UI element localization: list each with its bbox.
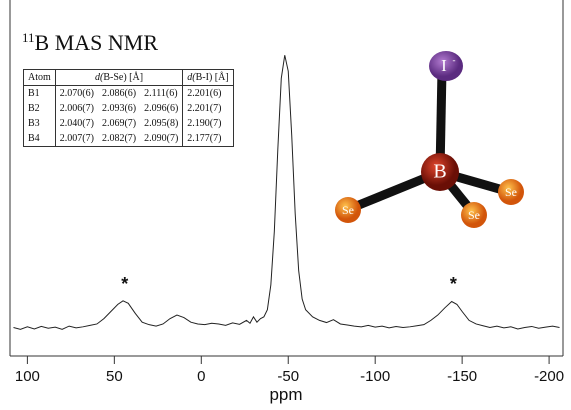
x-tick-label: -50: [277, 368, 299, 385]
table-cell: B3: [24, 116, 56, 131]
figure: 11B MAS NMR ppm I - B Se Se Se 100 50 0 -50…: [0, 0, 571, 410]
table-cell: 2.177(7): [183, 131, 233, 147]
chart: 11B MAS NMR ppm I - B Se Se Se 100 50 0 -50…: [0, 0, 571, 410]
atom-label: B: [433, 161, 446, 183]
table-cell: 2.082(7): [98, 131, 140, 147]
table-cell: 2.070(6): [55, 86, 98, 102]
annotation: *: [450, 274, 457, 294]
table-cell: 2.007(7): [55, 131, 98, 147]
table-cell: B4: [24, 131, 56, 147]
x-tick-label: 50: [106, 368, 123, 385]
table-cell: 2.201(7): [183, 101, 233, 116]
table-header: Atom: [24, 70, 56, 86]
table-cell: 2.086(6): [98, 86, 140, 102]
x-tick-label: -100: [360, 368, 390, 385]
atom-label: Se: [505, 185, 517, 199]
atom-label: Se: [468, 208, 480, 222]
table-cell: 2.096(6): [140, 101, 183, 116]
table-cell: 2.095(8): [140, 116, 183, 131]
atom-charge: -: [453, 55, 456, 65]
x-tick-label: 100: [15, 368, 40, 385]
chart-title: 11B MAS NMR: [22, 30, 158, 55]
table-cell: 2.090(7): [140, 131, 183, 147]
table-cell: 2.111(6): [140, 86, 183, 102]
table-cell: 2.190(7): [183, 116, 233, 131]
table-cell: 2.093(6): [98, 101, 140, 116]
table-cell: 2.069(7): [98, 116, 140, 131]
annotation: *: [121, 274, 128, 294]
table-cell: 2.040(7): [55, 116, 98, 131]
table-header: d(B-I) [Å]: [183, 70, 233, 86]
title-isotope: 11: [22, 30, 35, 45]
title-text: B MAS NMR: [35, 30, 159, 55]
x-axis-label: ppm: [269, 385, 302, 404]
molecule: I - B Se Se Se: [335, 51, 524, 228]
table-cell: 2.006(7): [55, 101, 98, 116]
table-cell: 2.201(6): [183, 86, 233, 102]
table-header: d(B-Se) [Å]: [55, 70, 183, 86]
table-cell: B1: [24, 86, 56, 102]
x-tick-label: -150: [447, 368, 477, 385]
table-cell: B2: [24, 101, 56, 116]
atom-label: Se: [342, 203, 354, 217]
x-tick-label: 0: [197, 368, 205, 385]
atom-label: I: [441, 56, 447, 75]
x-tick-label: -200: [534, 368, 564, 385]
